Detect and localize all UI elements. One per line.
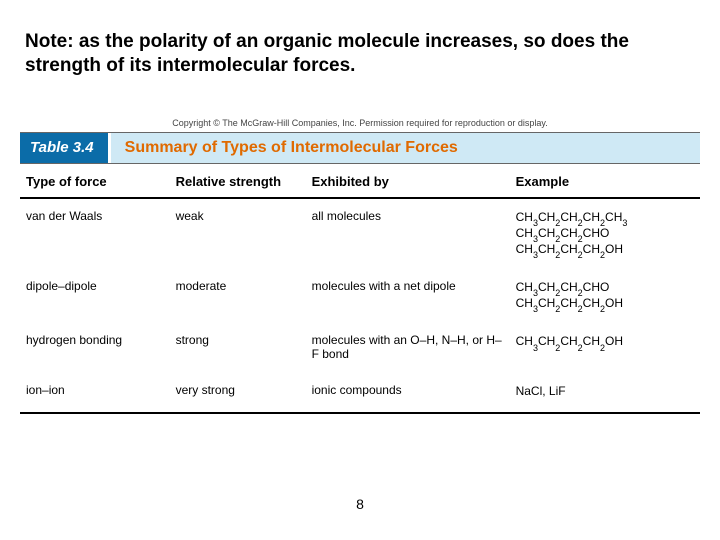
example-formula: CH3CH2CH2CH2OH: [516, 241, 694, 257]
table-row: dipole–dipole moderate molecules with a …: [20, 269, 700, 323]
table-number-tab: Table 3.4: [20, 133, 111, 163]
table-row: hydrogen bonding strong molecules with a…: [20, 323, 700, 373]
page-number: 8: [0, 496, 720, 512]
cell-examples: CH3CH2CH2CHOCH3CH2CH2CH2OH: [510, 269, 700, 323]
cell-type: dipole–dipole: [20, 269, 170, 323]
table-title-bar: Table 3.4 Summary of Types of Intermolec…: [20, 132, 700, 164]
table-region: Copyright © The McGraw-Hill Companies, I…: [20, 118, 700, 414]
cell-strength: strong: [170, 323, 306, 373]
cell-strength: moderate: [170, 269, 306, 323]
slide-page: Note: as the polarity of an organic mole…: [0, 0, 720, 540]
table-title-wrap: Summary of Types of Intermolecular Force…: [111, 133, 700, 163]
cell-examples: NaCl, LiF: [510, 373, 700, 412]
cell-examples: CH3CH2CH2CH2OH: [510, 323, 700, 373]
cell-type: ion–ion: [20, 373, 170, 412]
example-formula: CH3CH2CH2CH2OH: [516, 333, 694, 349]
note-text: Note: as the polarity of an organic mole…: [25, 30, 685, 78]
col-header-example: Example: [510, 164, 700, 198]
cell-exhibited: molecules with a net dipole: [306, 269, 510, 323]
table-header-row: Type of force Relative strength Exhibite…: [20, 164, 700, 198]
example-formula: CH3CH2CH2CH2CH3: [516, 209, 694, 225]
cell-type: hydrogen bonding: [20, 323, 170, 373]
forces-table: Type of force Relative strength Exhibite…: [20, 164, 700, 414]
cell-examples: CH3CH2CH2CH2CH3CH3CH2CH2CHOCH3CH2CH2CH2O…: [510, 198, 700, 270]
table-row: ion–ion very strong ionic compounds NaCl…: [20, 373, 700, 412]
col-header-exhibited: Exhibited by: [306, 164, 510, 198]
cell-type: van der Waals: [20, 198, 170, 270]
cell-strength: very strong: [170, 373, 306, 412]
cell-exhibited: all molecules: [306, 198, 510, 270]
cell-strength: weak: [170, 198, 306, 270]
cell-exhibited: ionic compounds: [306, 373, 510, 412]
copyright-text: Copyright © The McGraw-Hill Companies, I…: [20, 118, 700, 128]
table-row: van der Waals weak all molecules CH3CH2C…: [20, 198, 700, 270]
example-formula: CH3CH2CH2CH2OH: [516, 295, 694, 311]
table-body: van der Waals weak all molecules CH3CH2C…: [20, 198, 700, 413]
cell-exhibited: molecules with an O–H, N–H, or H–F bond: [306, 323, 510, 373]
example-formula: CH3CH2CH2CHO: [516, 279, 694, 295]
example-formula: NaCl, LiF: [516, 383, 694, 399]
table-title: Summary of Types of Intermolecular Force…: [125, 139, 458, 157]
col-header-type: Type of force: [20, 164, 170, 198]
col-header-strength: Relative strength: [170, 164, 306, 198]
